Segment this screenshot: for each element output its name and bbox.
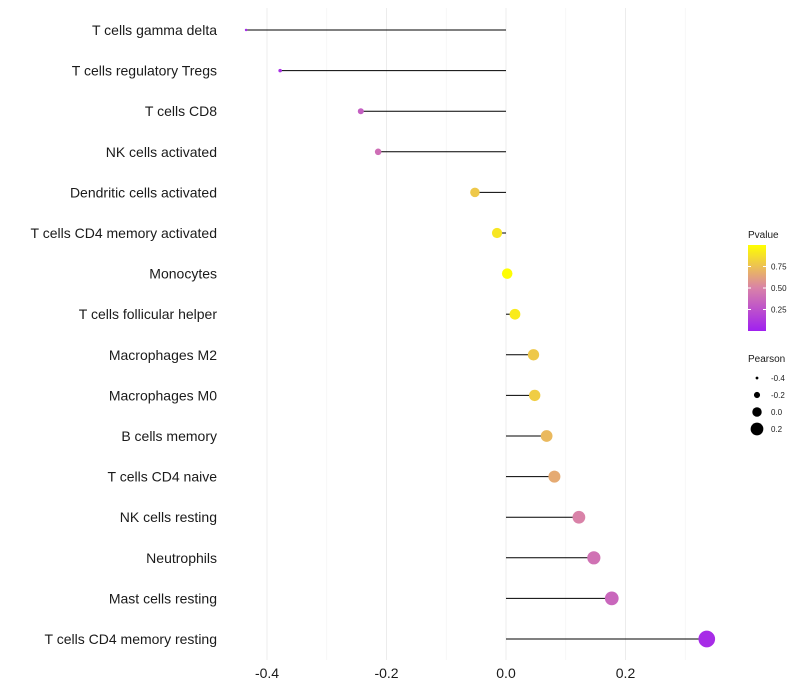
lollipop-stems <box>246 29 707 640</box>
pearson-legend-title: Pearson <box>748 354 785 365</box>
lollipop-point <box>374 148 382 156</box>
lollipop-point <box>470 187 480 198</box>
x-tick-label: -0.4 <box>255 665 279 681</box>
pvalue-colorbar <box>748 245 766 331</box>
lollipop-point <box>540 430 553 442</box>
pearson-size-label: -0.4 <box>771 374 785 383</box>
pvalue-legend: Pvalue 0.75 0.50 0.25 <box>748 230 787 331</box>
lollipop-point <box>698 630 716 648</box>
category-label: Macrophages M0 <box>109 387 217 403</box>
lollipop-point <box>587 551 601 565</box>
pearson-size-label: 0.2 <box>771 425 783 434</box>
lollipop-point <box>548 470 561 483</box>
lollipop-point <box>244 28 248 32</box>
lollipop-point <box>357 108 364 115</box>
category-label: Neutrophils <box>146 550 217 566</box>
lollipop-point <box>509 308 521 320</box>
category-label: T cells CD4 memory activated <box>31 225 217 241</box>
category-label: Monocytes <box>149 266 217 282</box>
category-label: NK cells resting <box>120 509 217 525</box>
category-label: Dendritic cells activated <box>70 184 217 200</box>
pearson-size-key <box>753 391 761 399</box>
x-tick-label: 0.0 <box>496 665 516 681</box>
category-label: T cells CD4 memory resting <box>45 631 217 647</box>
category-label: NK cells activated <box>106 144 217 160</box>
lollipop-point <box>501 268 513 279</box>
lollipop-point <box>528 389 541 402</box>
pearson-size-label: -0.2 <box>771 391 785 400</box>
pvalue-tick-label: 0.25 <box>771 306 787 315</box>
lollipop-point <box>572 510 586 524</box>
pearson-size-key <box>750 422 764 436</box>
x-tick-label: -0.2 <box>374 665 398 681</box>
pvalue-legend-title: Pvalue <box>748 230 779 241</box>
grid-lines <box>266 8 686 660</box>
category-labels: T cells gamma delta T cells regulatory Tr… <box>31 22 218 647</box>
category-label: T cells CD8 <box>145 103 217 119</box>
category-label: T cells follicular helper <box>79 306 218 322</box>
category-label: Mast cells resting <box>109 590 217 606</box>
pvalue-tick-label: 0.50 <box>771 284 787 293</box>
lollipop-point <box>527 349 540 361</box>
lollipop-points <box>244 28 716 648</box>
category-label: Macrophages M2 <box>109 347 217 363</box>
x-tick-label: 0.2 <box>616 665 636 681</box>
pearson-size-key <box>755 376 759 380</box>
category-label: B cells memory <box>121 428 217 444</box>
x-axis-ticks: -0.4 -0.2 0.0 0.2 <box>255 665 636 681</box>
lollipop-point <box>278 68 282 73</box>
category-label: T cells CD4 naive <box>108 469 218 485</box>
lollipop-point <box>491 227 503 239</box>
category-label: T cells regulatory Tregs <box>72 63 217 79</box>
category-label: T cells gamma delta <box>92 22 217 38</box>
pearson-size-key <box>752 407 762 417</box>
lollipop-point <box>604 591 619 606</box>
pearson-legend: Pearson -0.4 -0.2 0.0 0.2 <box>748 354 785 436</box>
pearson-size-label: 0.0 <box>771 408 783 417</box>
pvalue-tick-label: 0.75 <box>771 263 787 272</box>
